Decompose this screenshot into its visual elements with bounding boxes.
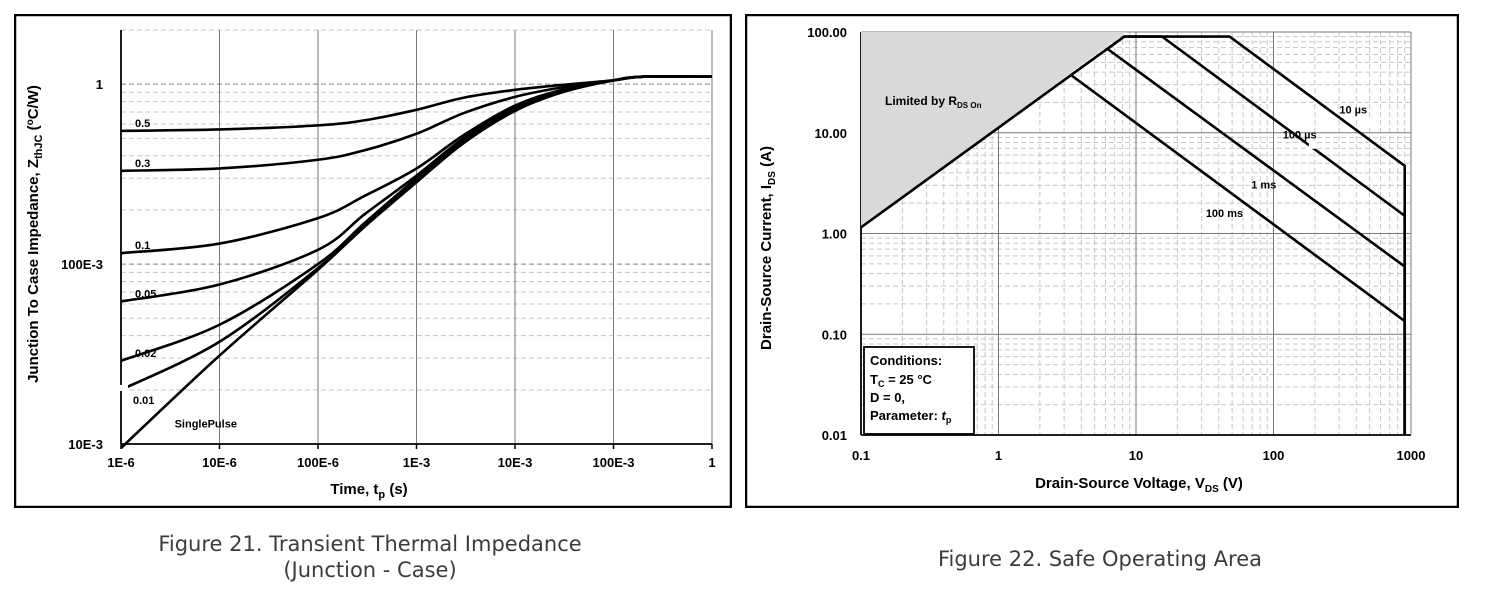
x-axis-title: Time, tp (s) [330, 481, 407, 501]
series-label: 100 ms [1206, 208, 1243, 220]
limit-region-label: Limited by RDS On [885, 94, 982, 110]
y-tick-label: 1.00 [822, 227, 847, 242]
y-tick-label: 10.00 [814, 126, 847, 141]
caption-line: Figure 22. Safe Operating Area [937, 547, 1263, 571]
y-axis-title: Junction To Case Impedance, ZthJC (oC/W) [25, 85, 45, 383]
y-tick-label: 0.10 [822, 327, 847, 342]
series-line [860, 35, 1125, 229]
series-line [1070, 74, 1407, 435]
x-tick-label: 10E-6 [202, 455, 237, 470]
figure-22-caption: Figure 22. Safe Operating Area [830, 546, 1370, 572]
series-label: SinglePulse [175, 418, 237, 430]
conditions-parameter: Parameter: tp [870, 408, 952, 425]
curve-labels: 0.5 0.3 0.1 0.05 0.02 0.01 SinglePulse [120, 118, 237, 430]
label-gap [1308, 140, 1317, 149]
caption-line: Figure 21. Transient Thermal Impedance [158, 532, 582, 556]
x-tick-label: 1E-6 [107, 455, 134, 470]
conditions-duty: D = 0, [870, 390, 905, 405]
conditions-title: Conditions: [870, 353, 942, 368]
x-tick-label: 10 [1129, 448, 1143, 463]
grid [120, 29, 713, 449]
series-label: 0.02 [135, 348, 156, 360]
tick-labels: 0.1 1 10 100 1000 0.01 0.10 1.00 10.00 100.00 [807, 25, 1425, 463]
conditions-temp: TC = 25 °C [870, 372, 933, 389]
x-axis-title: Drain-Source Voltage, VDS (V) [1035, 475, 1243, 495]
x-tick-label: 100E-3 [593, 455, 635, 470]
label-gap [120, 384, 128, 391]
y-tick-label: 0.01 [822, 428, 847, 443]
x-tick-label: 100 [1263, 448, 1285, 463]
series-line [120, 75, 713, 449]
y-tick-label: 10E-3 [68, 437, 103, 452]
series-label: 0.5 [135, 118, 150, 130]
x-tick-label: 1E-3 [403, 455, 430, 470]
y-tick-label: 1 [96, 77, 103, 92]
conditions-box: Conditions: TC = 25 °C D = 0, Parameter:… [863, 346, 975, 435]
x-tick-label: 1 [995, 448, 1002, 463]
label-gap [1367, 117, 1378, 127]
series-line [1106, 47, 1406, 268]
rds-on-limited-region [861, 32, 1127, 228]
caption-line: (Junction - Case) [283, 558, 457, 582]
tick-labels: 1E-6 10E-6 100E-6 1E-3 10E-3 100E-3 1 10E-3 100E… [61, 77, 716, 470]
x-tick-label: 0.1 [852, 448, 870, 463]
y-tick-label: 100.00 [807, 25, 847, 40]
chart-frame [745, 14, 1459, 508]
transient-thermal-impedance-chart: 0.5 0.3 0.1 0.05 0.02 0.01 SinglePulse 1E-6 10E… [14, 14, 732, 508]
series-label: 0.3 [135, 158, 150, 170]
series-label: 0.1 [135, 240, 150, 252]
figure-21-caption: Figure 21. Transient Thermal Impedance (… [100, 531, 640, 583]
series-label: 1 ms [1251, 179, 1276, 191]
x-tick-label: 1 [708, 455, 715, 470]
y-axis-title: Drain-Source Current, IDS (A) [758, 146, 778, 350]
series-label: 100 µs [1283, 129, 1317, 141]
chart-frame [14, 14, 732, 508]
curves [860, 35, 1407, 435]
curves [120, 75, 713, 449]
series-label: 0.01 [133, 395, 154, 407]
curve-labels: 10 µs 100 µs 1 ms 100 ms [1206, 105, 1378, 220]
x-tick-label: 100E-6 [297, 455, 339, 470]
y-tick-label: 100E-3 [61, 257, 103, 272]
x-tick-label: 10E-3 [498, 455, 533, 470]
series-label: 0.05 [135, 288, 156, 300]
series-label: 10 µs [1339, 105, 1367, 117]
x-tick-label: 1000 [1397, 448, 1426, 463]
